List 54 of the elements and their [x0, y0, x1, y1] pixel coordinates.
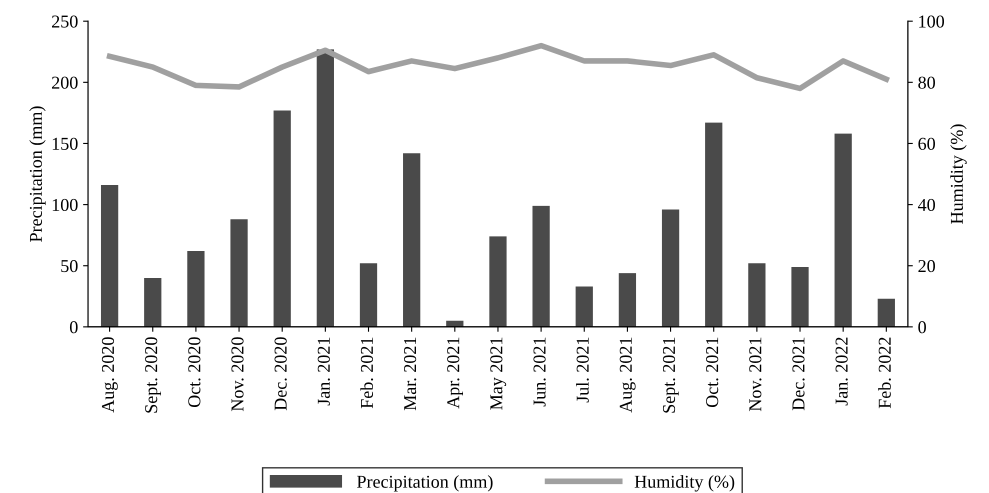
x-tick-label: Oct. 2021 [706, 338, 718, 408]
bar [446, 320, 464, 327]
x-tick-label: Dec. 2020 [274, 337, 287, 410]
legend-label: Humidity (%) [634, 475, 734, 492]
x-tick-label: Feb. 2021 [360, 338, 374, 408]
x-tick-label: Aug. 2020 [102, 337, 118, 413]
bar [316, 49, 334, 327]
bar [576, 286, 593, 327]
x-tick-label: May 2021 [490, 338, 506, 410]
y-tick-label: 0 [70, 321, 78, 334]
y2-tick-label: 100 [919, 15, 944, 28]
bar [662, 209, 680, 327]
y2-tick-label: 60 [918, 138, 935, 150]
x-tick-label: Dec. 2021 [792, 338, 805, 410]
y2-axis-title: Humidity (%) [950, 124, 967, 224]
x-tick-label: Oct. 2020 [188, 337, 200, 408]
bar [274, 110, 291, 327]
bar [532, 206, 550, 327]
bar [144, 278, 162, 327]
y-tick-label: 200 [52, 76, 78, 89]
bar [834, 134, 852, 327]
bar [100, 185, 118, 327]
x-tick-label: Jan. 2021 [318, 338, 330, 406]
y-tick-label: 100 [52, 198, 78, 212]
y2-tick-label: 0 [918, 321, 926, 334]
bar [360, 263, 378, 327]
bar [878, 298, 895, 327]
x-tick-label: Jul. 2021 [576, 338, 589, 402]
y2-tick-label: 40 [918, 198, 935, 212]
x-tick-label: Sept. 2021 [662, 338, 679, 413]
x-tick-label: Nov. 2020 [231, 337, 244, 412]
bar [489, 236, 507, 327]
bar [705, 122, 722, 327]
x-tick-label: Nov. 2021 [749, 338, 762, 412]
legend-label: Precipitation (mm) [357, 475, 493, 492]
x-tick-label: Aug. 2021 [620, 338, 636, 413]
y-tick-label: 50 [61, 260, 78, 272]
x-tick-label: Jan. 2022 [836, 338, 848, 406]
y-tick-label: 150 [52, 138, 78, 150]
y-tick-label: 250 [52, 15, 78, 28]
x-tick-label: Sept. 2020 [145, 337, 161, 413]
bar [403, 153, 420, 327]
bar [791, 266, 809, 327]
x-tick-label: Mar. 2021 [404, 338, 416, 410]
bar [618, 273, 636, 327]
x-tick-label: Apr. 2021 [447, 338, 463, 409]
y-axis-title: Precipitation (mm) [29, 106, 46, 242]
bar [230, 219, 248, 327]
y2-tick-label: 80 [918, 76, 935, 89]
x-tick-label: Jun. 2021 [533, 338, 546, 406]
x-tick-label: Feb. 2022 [878, 338, 891, 408]
bar [187, 251, 205, 327]
y2-tick-label: 20 [918, 260, 935, 272]
bar [748, 263, 766, 327]
